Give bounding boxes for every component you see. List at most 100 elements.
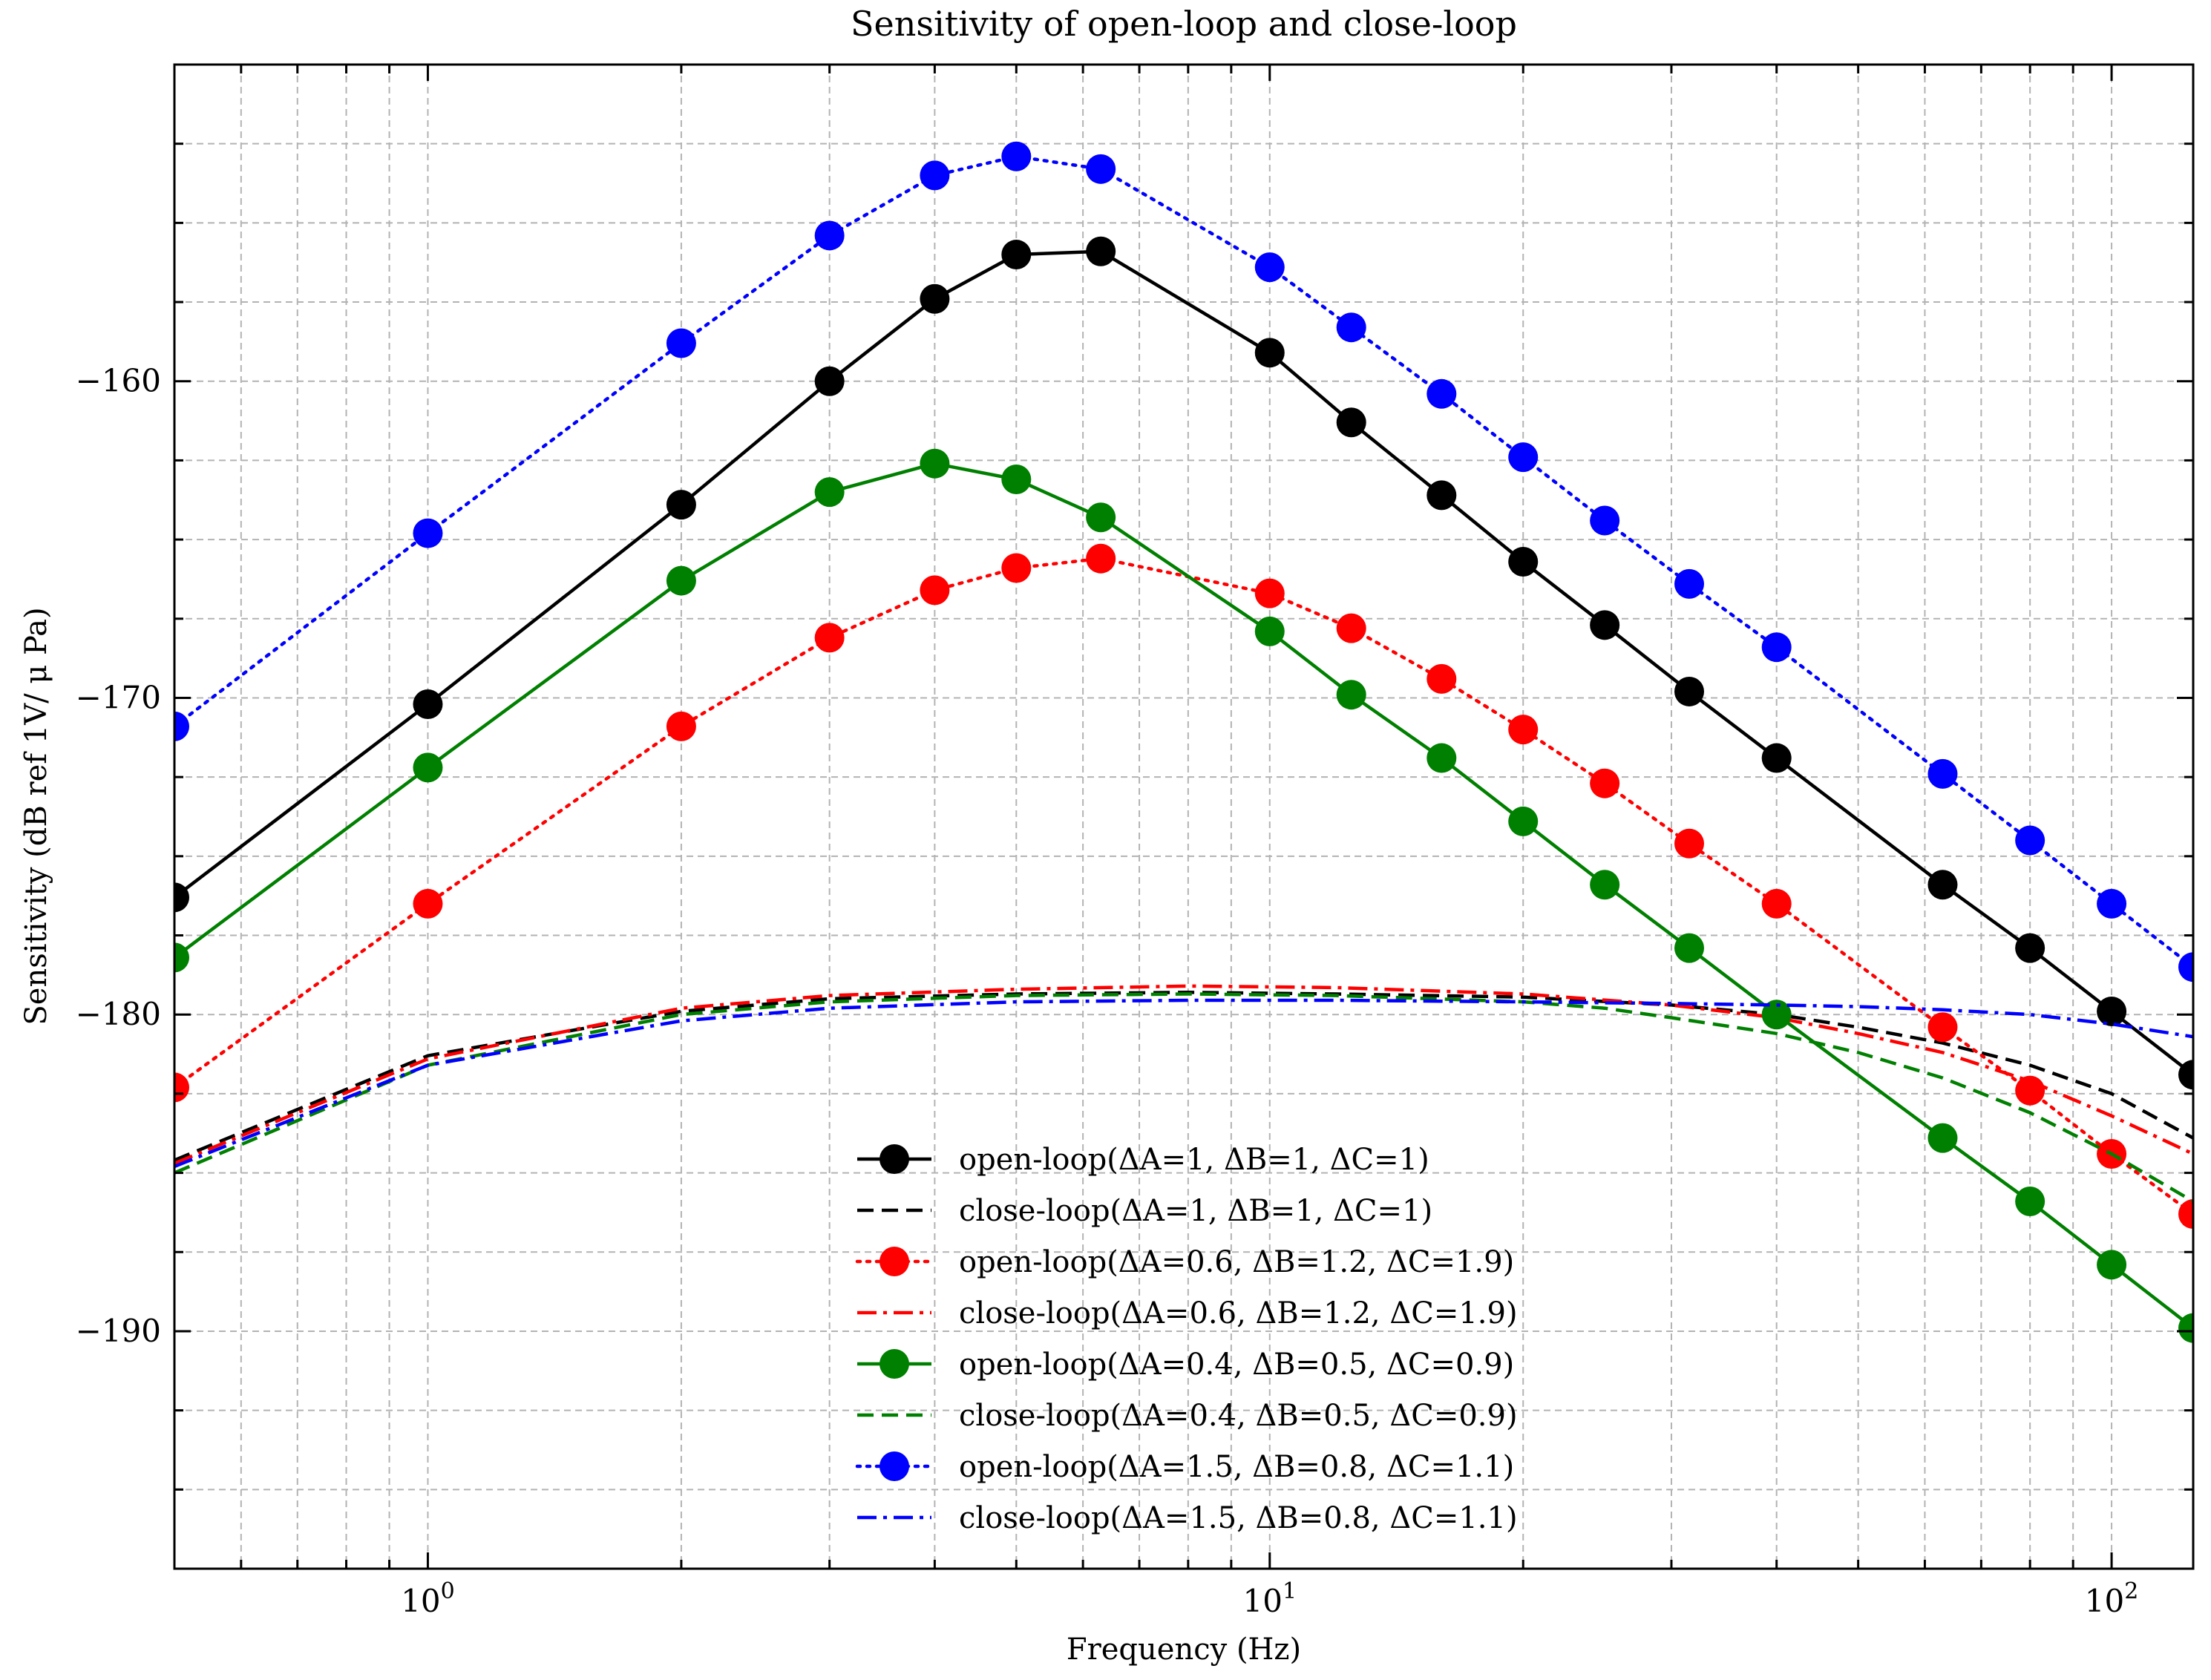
series-group xyxy=(174,141,2193,1343)
legend-marker-3 xyxy=(880,1247,909,1276)
series-3 xyxy=(174,543,2193,1230)
data-point xyxy=(1927,1012,1958,1043)
series-line xyxy=(174,991,2193,1162)
series-4 xyxy=(174,984,2193,1165)
legend-marker-1 xyxy=(880,1144,909,1174)
data-point xyxy=(1426,743,1457,773)
data-point xyxy=(1086,543,1116,574)
series-6 xyxy=(174,992,2193,1203)
data-point xyxy=(174,882,189,913)
data-point xyxy=(2097,996,2127,1026)
data-point xyxy=(1927,1123,1958,1153)
data-point xyxy=(2178,1313,2193,1343)
data-point xyxy=(413,518,443,548)
legend-label-5: open-loop(ΔA=0.4, ΔB=0.5, ΔC=0.9) xyxy=(959,1348,1514,1382)
series-line xyxy=(174,249,2193,1077)
data-point xyxy=(920,160,950,191)
data-point xyxy=(1761,1000,1792,1030)
legend-label-8: close-loop(ΔA=1.5, ΔB=0.8, ΔC=1.1) xyxy=(959,1501,1518,1535)
y-tick-label: −190 xyxy=(76,1313,161,1349)
series-7 xyxy=(174,141,2193,982)
data-point xyxy=(666,565,696,596)
series-line xyxy=(174,998,2193,1169)
data-point xyxy=(1927,758,1958,789)
data-point xyxy=(1590,610,1620,640)
series-8 xyxy=(174,998,2193,1169)
legend-marker-5 xyxy=(880,1349,909,1379)
legend-label-4: close-loop(ΔA=0.6, ΔB=1.2, ΔC=1.9) xyxy=(959,1296,1518,1330)
data-point xyxy=(1761,632,1792,663)
series-line xyxy=(174,557,2193,1216)
data-point xyxy=(2015,1186,2045,1216)
y-tick-label: −180 xyxy=(76,996,161,1032)
data-point xyxy=(413,888,443,919)
data-point xyxy=(174,942,189,973)
data-point xyxy=(1086,502,1116,533)
series-line xyxy=(174,984,2193,1165)
data-point xyxy=(2015,933,2045,963)
data-point xyxy=(1508,806,1539,836)
data-point xyxy=(814,366,845,396)
legend-marker-7 xyxy=(880,1451,909,1481)
data-point xyxy=(1254,578,1285,608)
chart-title: Sensitivity of open-loop and close-loop xyxy=(851,4,1517,44)
data-point xyxy=(2178,1060,2193,1090)
data-point xyxy=(1674,676,1705,706)
data-point xyxy=(1674,828,1705,859)
data-point xyxy=(2178,1199,2193,1230)
data-point xyxy=(1508,546,1539,577)
plot-area-frame xyxy=(173,63,2195,1570)
data-point xyxy=(1590,505,1620,536)
x-tick-label: 101 xyxy=(1242,1578,1297,1619)
data-point xyxy=(413,752,443,783)
axis-ticks xyxy=(173,65,2193,1570)
data-point xyxy=(920,575,950,606)
y-tick-label: −170 xyxy=(76,679,161,715)
data-point xyxy=(2015,825,2045,856)
data-point xyxy=(814,623,845,653)
legend-label-3: open-loop(ΔA=0.6, ΔB=1.2, ΔC=1.9) xyxy=(959,1245,1514,1279)
series-2 xyxy=(174,991,2193,1162)
series-1 xyxy=(174,236,2193,1090)
data-point xyxy=(1590,768,1620,798)
legend: open-loop(ΔA=1, ΔB=1, ΔC=1) close-loop(ΔA… xyxy=(855,1143,1518,1535)
data-point xyxy=(666,490,696,520)
series-line xyxy=(174,154,2193,969)
legend-label-2: close-loop(ΔA=1, ΔB=1, ΔC=1) xyxy=(959,1194,1432,1228)
y-tick-label: −160 xyxy=(76,363,161,399)
data-point xyxy=(920,448,950,479)
series-5 xyxy=(174,448,2193,1343)
legend-label-1: open-loop(ΔA=1, ΔB=1, ΔC=1) xyxy=(959,1143,1429,1177)
data-point xyxy=(1001,465,1032,495)
data-point xyxy=(413,689,443,720)
data-point xyxy=(1254,338,1285,368)
data-point xyxy=(666,711,696,741)
data-point xyxy=(1761,743,1792,773)
data-point xyxy=(1254,252,1285,283)
data-point xyxy=(2097,1250,2127,1280)
data-point xyxy=(1426,378,1457,409)
data-point xyxy=(1761,888,1792,919)
data-point xyxy=(1336,613,1366,643)
data-point xyxy=(1674,568,1705,599)
data-point xyxy=(1001,141,1032,171)
x-tick-label: 102 xyxy=(2085,1578,2139,1619)
data-point xyxy=(1336,680,1366,710)
tick-labels: −160 −170 −180 −190 100 101 102 xyxy=(76,363,2139,1619)
legend-label-7: open-loop(ΔA=1.5, ΔB=0.8, ΔC=1.1) xyxy=(959,1450,1514,1484)
data-point xyxy=(920,283,950,314)
data-point xyxy=(2178,952,2193,982)
data-point xyxy=(1508,442,1539,473)
data-point xyxy=(814,477,845,508)
data-point xyxy=(1336,312,1366,343)
data-point xyxy=(1254,616,1285,646)
x-tick-label: 100 xyxy=(401,1578,455,1619)
data-point xyxy=(174,711,189,741)
data-point xyxy=(1674,933,1705,963)
data-point xyxy=(1001,553,1032,583)
data-point xyxy=(666,328,696,358)
data-point xyxy=(1426,663,1457,694)
data-point xyxy=(1336,407,1366,438)
data-point xyxy=(1426,480,1457,511)
